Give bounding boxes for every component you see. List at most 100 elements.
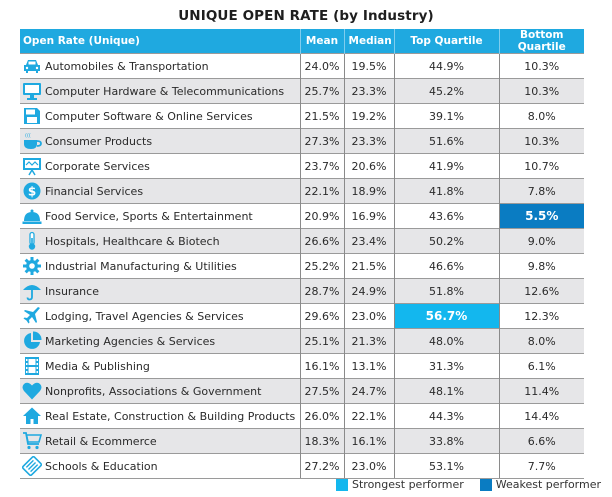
top-quartile-cell: 41.9% bbox=[393, 153, 499, 179]
table-row: Hospitals, Healthcare & Biotech 26.6% 23.4… bbox=[20, 228, 584, 254]
legend-item-strongest: Strongest performer bbox=[336, 478, 464, 491]
column-header-mean: Mean bbox=[299, 29, 344, 54]
top-quartile-cell: 51.6% bbox=[393, 128, 499, 154]
bottom-quartile-cell: 11.4% bbox=[498, 378, 584, 404]
table-row: Nonprofits, Associations & Government 27.… bbox=[20, 378, 584, 404]
table-row: Insurance 28.7% 24.9% 51.8% 12.6% bbox=[20, 278, 584, 304]
median-cell: 13.1% bbox=[343, 353, 394, 379]
industry-name: Nonprofits, Associations & Government bbox=[45, 384, 262, 398]
top-quartile-cell: 41.8% bbox=[393, 178, 499, 204]
median-cell: 21.3% bbox=[343, 328, 394, 354]
legend-swatch-strongest bbox=[336, 478, 348, 491]
industry-cell: Computer Hardware & Telecommunications bbox=[20, 78, 300, 104]
industry-label-group: Hospitals, Healthcare & Biotech bbox=[22, 231, 296, 251]
industry-cell: Automobiles & Transportation bbox=[20, 53, 300, 79]
industry-label-group: Media & Publishing bbox=[22, 356, 296, 376]
mean-cell: 27.3% bbox=[299, 128, 344, 154]
industry-label-group: Nonprofits, Associations & Government bbox=[22, 381, 296, 401]
top-quartile-cell: 53.1% bbox=[393, 453, 499, 479]
industry-cell: Industrial Manufacturing & Utilities bbox=[20, 253, 300, 279]
table-row: Computer Software & Online Services 21.5%… bbox=[20, 103, 584, 129]
svg-text:$: $ bbox=[28, 185, 36, 199]
table-row: Corporate Services 23.7% 20.6% 41.9% 10.7% bbox=[20, 153, 584, 179]
top-quartile-cell: 46.6% bbox=[393, 253, 499, 279]
shopping-cart-icon bbox=[22, 431, 42, 451]
industry-cell: $ Financial Services bbox=[20, 178, 300, 204]
svg-text:(((: ((( bbox=[25, 133, 31, 139]
presentation-board-icon bbox=[22, 156, 42, 176]
mean-cell: 18.3% bbox=[299, 428, 344, 454]
mean-cell: 22.1% bbox=[299, 178, 344, 204]
industry-label-group: Automobiles & Transportation bbox=[22, 56, 296, 76]
bottom-quartile-cell: 10.3% bbox=[498, 128, 584, 154]
industry-name: Industrial Manufacturing & Utilities bbox=[45, 259, 237, 273]
bottom-quartile-cell: 6.6% bbox=[498, 428, 584, 454]
median-cell: 21.5% bbox=[343, 253, 394, 279]
industry-cell: Media & Publishing bbox=[20, 353, 300, 379]
median-cell: 16.1% bbox=[343, 428, 394, 454]
bottom-quartile-cell: 10.7% bbox=[498, 153, 584, 179]
table-title: UNIQUE OPEN RATE (by Industry) bbox=[178, 8, 434, 24]
column-header-bottom-quartile: Bottom Quartile bbox=[498, 29, 584, 54]
industry-label-group: Food Service, Sports & Entertainment bbox=[22, 206, 296, 226]
mean-cell: 27.2% bbox=[299, 453, 344, 479]
mean-cell: 25.2% bbox=[299, 253, 344, 279]
table-row: Media & Publishing 16.1% 13.1% 31.3% 6.1% bbox=[20, 353, 584, 379]
industry-cell: Insurance bbox=[20, 278, 300, 304]
legend-item-weakest: Weakest performer bbox=[479, 478, 602, 491]
bottom-quartile-cell: 6.1% bbox=[498, 353, 584, 379]
table-row: $ Financial Services 22.1% 18.9% 41.8% 7.8% bbox=[20, 178, 584, 204]
bottom-quartile-cell: 7.7% bbox=[498, 453, 584, 479]
industry-name: Hospitals, Healthcare & Biotech bbox=[45, 234, 220, 248]
bottom-quartile-cell: 7.8% bbox=[498, 178, 584, 204]
top-quartile-cell: 50.2% bbox=[393, 228, 499, 254]
industry-label-group: $ Financial Services bbox=[22, 181, 296, 201]
top-quartile-cell: 44.9% bbox=[393, 53, 499, 79]
table-row: Retail & Ecommerce 18.3% 16.1% 33.8% 6.6% bbox=[20, 428, 584, 454]
monitor-icon bbox=[22, 81, 42, 101]
mean-cell: 23.7% bbox=[299, 153, 344, 179]
film-strip-icon bbox=[22, 356, 42, 376]
industry-name: Media & Publishing bbox=[45, 359, 150, 373]
industry-label-group: Real Estate, Construction & Building Pro… bbox=[22, 406, 296, 426]
median-cell: 16.9% bbox=[343, 203, 394, 229]
industry-cell: Real Estate, Construction & Building Pro… bbox=[20, 403, 300, 429]
column-header-top-quartile: Top Quartile bbox=[393, 29, 499, 54]
books-icon bbox=[22, 456, 42, 476]
top-quartile-cell: 33.8% bbox=[393, 428, 499, 454]
bottom-quartile-cell: 12.6% bbox=[498, 278, 584, 304]
top-quartile-cell: 43.6% bbox=[393, 203, 499, 229]
top-quartile-cell: 48.0% bbox=[393, 328, 499, 354]
pie-chart-icon bbox=[22, 331, 42, 351]
industry-name: Insurance bbox=[45, 284, 99, 298]
industry-name: Marketing Agencies & Services bbox=[45, 334, 216, 348]
industry-name: Automobiles & Transportation bbox=[45, 59, 209, 73]
median-cell: 19.5% bbox=[343, 53, 394, 79]
bottom-quartile-cell: 8.0% bbox=[498, 328, 584, 354]
median-cell: 24.7% bbox=[343, 378, 394, 404]
top-quartile-cell: 39.1% bbox=[393, 103, 499, 129]
floppy-disk-icon bbox=[22, 106, 42, 126]
industry-cell: Lodging, Travel Agencies & Services bbox=[20, 303, 300, 329]
industry-cell: Computer Software & Online Services bbox=[20, 103, 300, 129]
median-cell: 23.3% bbox=[343, 78, 394, 104]
industry-name: Food Service, Sports & Entertainment bbox=[45, 209, 253, 223]
median-cell: 20.6% bbox=[343, 153, 394, 179]
industry-name: Lodging, Travel Agencies & Services bbox=[45, 309, 244, 323]
coffee-cup-icon: ((( bbox=[22, 131, 42, 151]
top-quartile-cell: 48.1% bbox=[393, 378, 499, 404]
table-row: Computer Hardware & Telecommunications 25… bbox=[20, 78, 584, 104]
industry-name: Computer Hardware & Telecommunications bbox=[45, 84, 285, 98]
median-cell: 19.2% bbox=[343, 103, 394, 129]
bottom-quartile-cell: 14.4% bbox=[498, 403, 584, 429]
legend-label-strongest: Strongest performer bbox=[352, 478, 464, 491]
industry-cell: Schools & Education bbox=[20, 453, 300, 479]
industry-label-group: (((Consumer Products bbox=[22, 131, 296, 151]
median-cell: 18.9% bbox=[343, 178, 394, 204]
industry-label-group: Insurance bbox=[22, 281, 296, 301]
industry-cell: Marketing Agencies & Services bbox=[20, 328, 300, 354]
table-row: Industrial Manufacturing & Utilities 25.2… bbox=[20, 253, 584, 279]
mean-cell: 21.5% bbox=[299, 103, 344, 129]
median-cell: 23.3% bbox=[343, 128, 394, 154]
legend-label-weakest: Weakest performer bbox=[495, 478, 602, 491]
